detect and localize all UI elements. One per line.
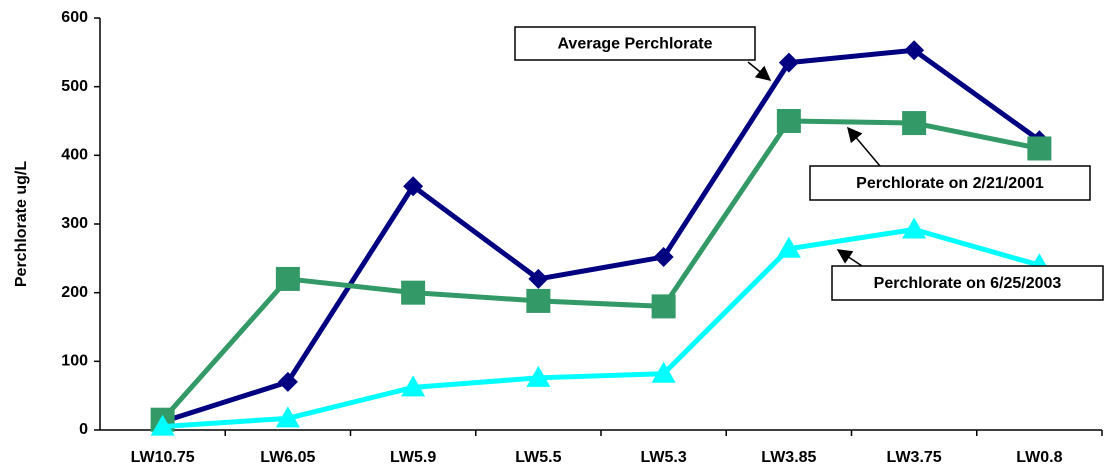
marker [150, 414, 175, 436]
callout-arrow [847, 126, 881, 167]
legend-label: Average Perchlorate [557, 36, 712, 53]
y-tick-label: 0 [79, 421, 88, 438]
marker [403, 176, 424, 197]
marker [776, 236, 801, 258]
y-tick-label: 100 [61, 353, 88, 370]
x-tick-label: LW3.85 [761, 449, 816, 466]
marker [902, 111, 927, 136]
y-tick-label: 600 [61, 9, 88, 26]
marker [275, 266, 300, 291]
marker [653, 246, 674, 267]
marker [275, 406, 300, 428]
marker [401, 375, 426, 397]
series-line [161, 47, 1041, 425]
x-tick-label: LW6.05 [260, 449, 315, 466]
marker [401, 280, 426, 305]
marker [277, 371, 298, 392]
series-line [160, 118, 1040, 422]
marker [776, 109, 801, 133]
marker [904, 40, 925, 61]
series-line [162, 226, 1041, 430]
marker [902, 217, 927, 239]
x-tick-label: LW5.5 [515, 449, 561, 466]
marker [651, 294, 676, 319]
legend-label: Perchlorate on 2/21/2001 [856, 175, 1044, 192]
callout-box [514, 26, 756, 61]
marker [526, 365, 551, 387]
y-tick-label: 300 [61, 215, 88, 232]
x-tick-label: LW5.9 [390, 449, 436, 466]
callout-box [809, 165, 1091, 201]
marker [526, 288, 551, 313]
marker [528, 268, 549, 289]
y-tick-label: 400 [61, 147, 88, 164]
callout-box [831, 265, 1104, 301]
x-tick-label: LW3.75 [887, 449, 942, 466]
callout-arrow [747, 61, 772, 81]
y-axis-label: Perchlorate ug/L [13, 161, 30, 287]
marker [651, 361, 676, 383]
x-tick-label: LW5.3 [641, 449, 687, 466]
x-tick-label: LW10.75 [131, 449, 195, 466]
y-tick-label: 200 [61, 284, 88, 301]
callout-arrow [836, 249, 863, 267]
y-tick-label: 500 [61, 78, 88, 95]
legend-label: Perchlorate on 6/25/2003 [874, 275, 1062, 292]
marker [1027, 136, 1052, 161]
marker [778, 52, 799, 73]
x-tick-label: LW0.8 [1016, 449, 1062, 466]
